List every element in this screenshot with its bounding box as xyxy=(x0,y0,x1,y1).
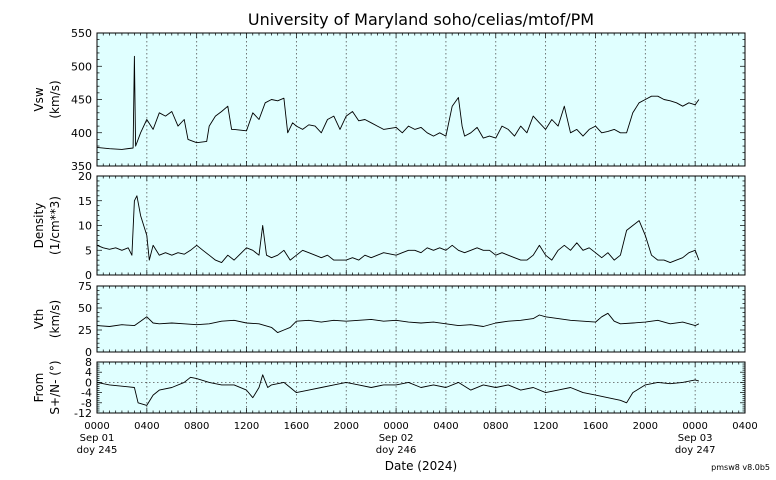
y-axis-label: Vth (km/s) xyxy=(32,300,62,338)
y-tick-label: 75 xyxy=(78,280,92,293)
y-axis-label: Density (1/cm**3) xyxy=(32,196,62,255)
panel-3: 0 25 50 75 Vth (km/s) xyxy=(32,280,746,359)
y-tick-label: 0 xyxy=(85,346,92,359)
y-tick-label: 550 xyxy=(71,27,92,40)
series-line xyxy=(96,195,700,264)
series-line xyxy=(96,312,700,334)
y-tick-label: 4 xyxy=(85,366,92,379)
panel-frame xyxy=(96,32,746,167)
y-tick-label: 25 xyxy=(78,324,92,337)
x-tick-label: 0000 xyxy=(84,421,109,432)
x-date-label: Sep 03 xyxy=(678,433,713,444)
y-tick-label: 0 xyxy=(85,376,92,389)
x-tick-label: 2000 xyxy=(633,421,658,432)
x-tick-label: 0800 xyxy=(184,421,209,432)
series-line xyxy=(96,374,700,406)
x-tick-label: 0000 xyxy=(682,421,707,432)
x-date-label: Sep 02 xyxy=(379,433,414,444)
x-doy-label: doy 247 xyxy=(675,445,716,456)
panel-frame xyxy=(96,285,746,353)
y-tick-label: 5 xyxy=(85,244,92,257)
y-tick-label: 8 xyxy=(85,356,92,369)
x-doy-label: doy 245 xyxy=(77,445,118,456)
y-tick-label: -12 xyxy=(74,407,92,420)
x-tick-label: 0400 xyxy=(732,421,757,432)
y-tick-label: 350 xyxy=(71,160,92,173)
panel-frame xyxy=(96,175,746,276)
x-tick-label: 2000 xyxy=(334,421,359,432)
panel-2: 0 5 10 15 20 Density (1/cm**3) xyxy=(32,170,746,282)
y-tick-label: 15 xyxy=(78,195,92,208)
panel-frame xyxy=(96,361,746,414)
x-axis-label: Date (2024) xyxy=(385,459,457,473)
y-tick-label: -8 xyxy=(81,397,92,410)
y-tick-label: 10 xyxy=(78,220,92,233)
y-tick-label: 50 xyxy=(78,302,92,315)
x-tick-label: 0000 xyxy=(383,421,408,432)
x-tick-label: 0400 xyxy=(433,421,458,432)
y-tick-label: 0 xyxy=(85,269,92,282)
version-label: pmsw8 v8.0b5 xyxy=(711,463,770,472)
panel-1: 350 400 450 500 550 Vsw (km/s) xyxy=(32,27,746,173)
panel-background xyxy=(97,33,745,166)
y-tick-label: -4 xyxy=(81,387,92,400)
y-tick-label: 20 xyxy=(78,170,92,183)
x-tick-label: 1200 xyxy=(533,421,558,432)
x-tick-label: 1600 xyxy=(583,421,608,432)
series-line xyxy=(96,55,700,150)
x-doy-label: doy 246 xyxy=(376,445,417,456)
x-tick-label: 1600 xyxy=(284,421,309,432)
chart-title: University of Maryland soho/celias/mtof/… xyxy=(248,10,594,29)
x-date-label: Sep 01 xyxy=(80,433,115,444)
x-tick-label: 0400 xyxy=(134,421,159,432)
x-tick-label: 1200 xyxy=(234,421,259,432)
y-tick-label: 500 xyxy=(71,60,92,73)
y-axis-label: Vsw (km/s) xyxy=(32,80,62,118)
y-tick-label: 450 xyxy=(71,94,92,107)
y-tick-label: 400 xyxy=(71,127,92,140)
x-tick-label: 0800 xyxy=(483,421,508,432)
panel-background xyxy=(97,176,745,275)
panel-background xyxy=(97,286,745,352)
y-axis-label: From S+/N- (°) xyxy=(32,360,62,414)
